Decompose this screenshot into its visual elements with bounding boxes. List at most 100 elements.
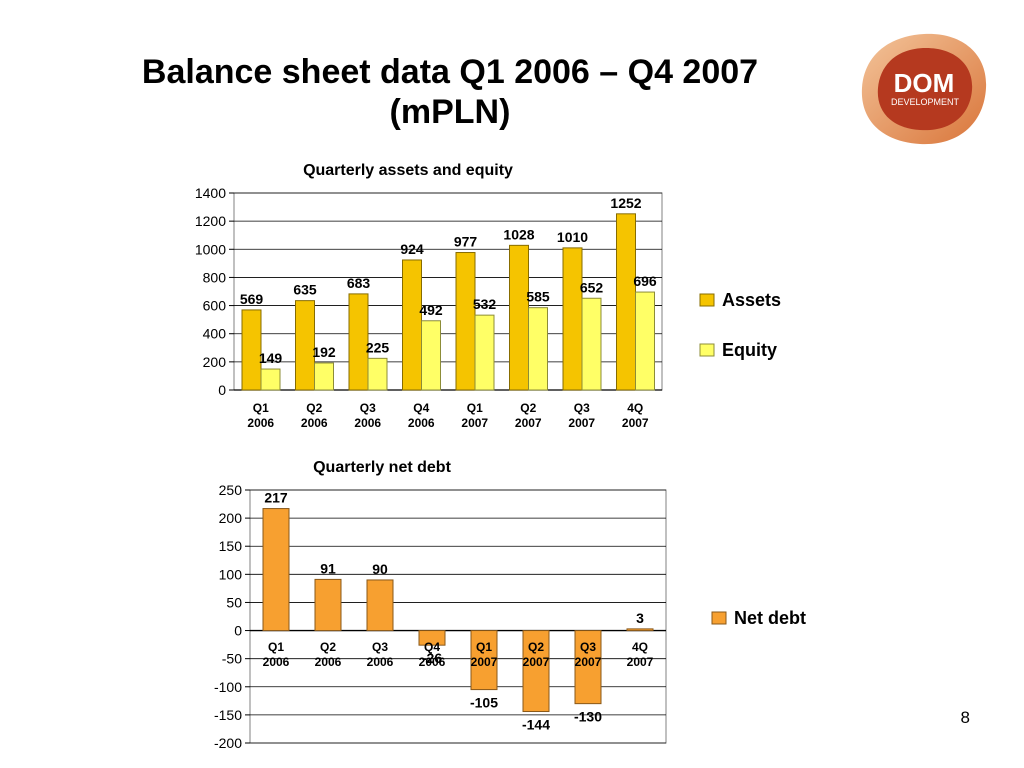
y-tick-label: 150 <box>219 538 243 554</box>
logo-inner-shape <box>877 48 973 131</box>
data-label: 225 <box>366 339 390 355</box>
data-label: 652 <box>580 279 604 295</box>
bar-equity <box>581 297 602 391</box>
legend-label: Net debt <box>734 608 806 628</box>
x-tick-label: 2006 <box>408 416 435 430</box>
x-tick-label: Q2 <box>306 401 322 415</box>
data-label: 569 <box>240 291 264 307</box>
logo-sub-text: DEVELOPMENT <box>891 97 960 107</box>
x-tick-label: 2007 <box>575 655 602 669</box>
x-tick-label: Q1 <box>253 401 269 415</box>
chart-title: Quarterly assets and equity <box>303 162 513 179</box>
data-label: 532 <box>473 296 497 312</box>
x-tick-label: 2007 <box>627 655 654 669</box>
page-number: 8 <box>960 708 970 727</box>
data-label: 924 <box>400 241 424 257</box>
x-tick-label: Q3 <box>360 401 376 415</box>
x-tick-label: 2006 <box>354 416 381 430</box>
y-tick-label: 600 <box>203 298 227 314</box>
bar-equity <box>314 362 334 391</box>
y-tick-label: 100 <box>219 566 243 582</box>
bar-net-debt <box>522 630 550 713</box>
x-tick-label: 2007 <box>515 416 542 430</box>
data-label: -144 <box>522 717 550 733</box>
bar-net-debt <box>418 630 446 646</box>
bar-equity <box>260 368 281 391</box>
legend-swatch <box>699 293 715 307</box>
x-tick-label: 2006 <box>419 655 446 669</box>
x-tick-label: 2007 <box>461 416 488 430</box>
bar-equity <box>474 314 495 391</box>
bar-equity <box>367 357 388 391</box>
x-tick-label: 2006 <box>247 416 274 430</box>
legend-swatch <box>699 343 715 357</box>
bar-net-debt <box>366 579 394 632</box>
x-tick-label: Q1 <box>467 401 483 415</box>
data-label: 635 <box>293 282 317 298</box>
x-tick-label: 2007 <box>568 416 595 430</box>
x-tick-label: Q4 <box>424 640 440 654</box>
data-label: 683 <box>347 275 371 291</box>
x-tick-label: 2006 <box>315 655 342 669</box>
x-tick-label: 2006 <box>301 416 328 430</box>
bar-net-debt <box>470 630 498 691</box>
data-label: 492 <box>419 302 443 318</box>
data-label: 149 <box>259 350 283 366</box>
legend-label: Assets <box>722 290 781 310</box>
data-label: -26 <box>422 650 442 666</box>
data-label: 977 <box>454 234 478 250</box>
data-label: 192 <box>312 344 336 360</box>
x-tick-label: 2006 <box>263 655 290 669</box>
x-tick-label: Q2 <box>320 640 336 654</box>
y-tick-label: 250 <box>219 482 243 498</box>
x-tick-label: 2006 <box>367 655 394 669</box>
y-tick-label: 0 <box>218 382 226 398</box>
bar-equity <box>635 291 655 391</box>
bar-equity <box>421 320 441 391</box>
data-label: 1010 <box>557 229 588 245</box>
x-tick-label: Q1 <box>268 640 284 654</box>
data-label: 1252 <box>610 195 641 211</box>
legend-swatch <box>711 611 727 625</box>
y-tick-label: 800 <box>203 269 227 285</box>
bar-assets <box>348 293 369 391</box>
data-label: 696 <box>633 273 657 289</box>
x-tick-label: Q1 <box>476 640 492 654</box>
dom-development-logo: DOM DEVELOPMENT <box>861 33 987 145</box>
bar-net-debt <box>574 630 602 705</box>
slide-title: Balance sheet data Q1 2006 – Q4 2007 (mP… <box>70 52 830 132</box>
data-label: -130 <box>574 709 602 725</box>
data-label: 90 <box>372 561 388 577</box>
x-tick-label: 4Q <box>632 640 648 654</box>
bar-equity <box>528 307 548 391</box>
slide-title-line2: (mPLN) <box>389 93 511 131</box>
plot-area <box>249 489 667 744</box>
data-label: 1028 <box>503 226 534 242</box>
y-tick-label: 50 <box>226 594 242 610</box>
bar-assets <box>241 309 262 391</box>
y-tick-label: 1200 <box>195 213 226 229</box>
y-tick-label: 400 <box>203 326 227 342</box>
y-tick-label: -100 <box>214 679 242 695</box>
data-label: 3 <box>636 610 644 626</box>
data-label: 91 <box>320 560 336 576</box>
y-tick-label: -150 <box>214 707 242 723</box>
y-tick-label: 1400 <box>195 185 226 201</box>
x-tick-label: 4Q <box>627 401 643 415</box>
x-tick-label: 2007 <box>622 416 649 430</box>
bar-assets <box>295 300 315 391</box>
y-tick-label: -200 <box>214 735 242 751</box>
bar-net-debt <box>262 508 290 632</box>
y-tick-label: 200 <box>219 510 243 526</box>
y-tick-label: 1000 <box>195 241 226 257</box>
y-tick-label: -50 <box>222 651 242 667</box>
y-tick-label: 200 <box>203 354 227 370</box>
bar-net-debt <box>314 578 342 632</box>
data-label: -105 <box>470 695 498 711</box>
x-tick-label: Q4 <box>413 401 429 415</box>
x-tick-label: 2007 <box>471 655 498 669</box>
x-tick-label: 2007 <box>523 655 550 669</box>
chart-title: Quarterly net debt <box>313 459 451 476</box>
